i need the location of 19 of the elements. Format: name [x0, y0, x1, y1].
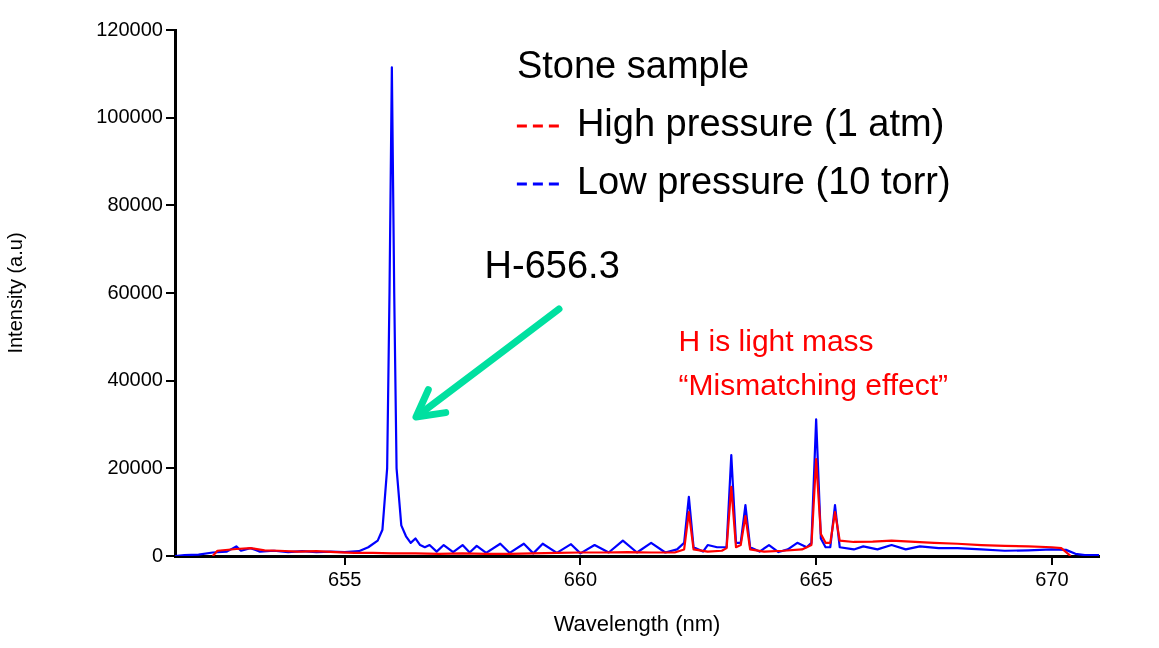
- y-tick-label: 40000: [107, 368, 163, 391]
- y-tick-label: 60000: [107, 280, 163, 303]
- y-tick-label: 80000: [107, 192, 163, 215]
- annotation: H-656.3: [484, 243, 620, 286]
- x-axis-title: Wavelength (nm): [553, 610, 721, 636]
- x-tick-label: 655: [328, 567, 362, 590]
- legend-label: High pressure (1 atm): [576, 102, 945, 145]
- y-tick-label: 100000: [96, 105, 163, 128]
- y-axis-title: Intensity (a.u): [3, 232, 26, 354]
- y-tick-label: 120000: [96, 17, 163, 40]
- x-tick-label: 665: [799, 567, 833, 590]
- x-tick-label: 670: [1035, 567, 1069, 590]
- annotation: “Mismatching effect”: [678, 368, 949, 402]
- annotation: H is light mass: [678, 324, 874, 358]
- legend-label: Low pressure (10 torr): [576, 160, 951, 203]
- y-tick-label: 20000: [107, 455, 163, 478]
- legend-title: Stone sample: [516, 44, 750, 87]
- x-tick-label: 660: [563, 567, 598, 590]
- y-tick-label: 0: [151, 543, 163, 566]
